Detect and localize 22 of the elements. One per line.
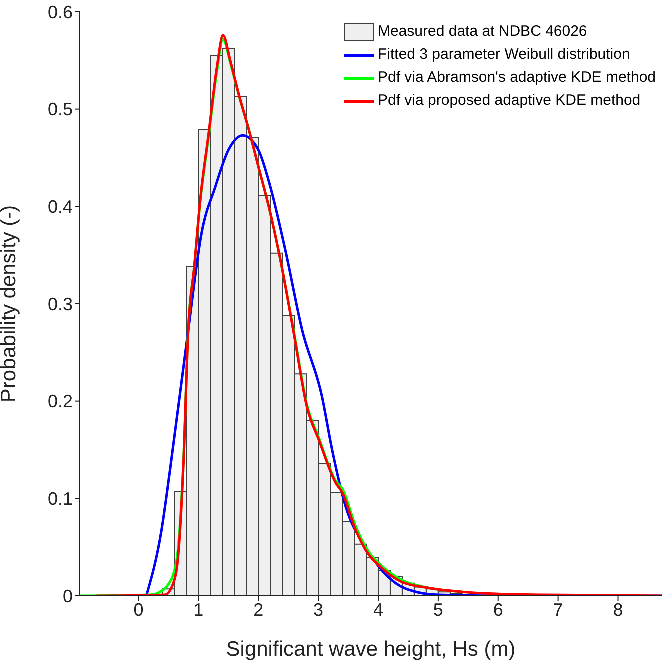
y-tick-label: 0.5 bbox=[48, 100, 73, 120]
y-tick-label: 0.3 bbox=[48, 294, 73, 314]
y-tick-label: 0.1 bbox=[48, 489, 73, 510]
x-tick-label: 7 bbox=[553, 600, 564, 620]
y-tick-label: 0.6 bbox=[48, 2, 73, 22]
x-tick-label: 1 bbox=[194, 600, 204, 620]
x-tick-label: 5 bbox=[433, 600, 444, 620]
x-tick-label: 4 bbox=[373, 600, 384, 620]
y-tick-label: 0 bbox=[62, 586, 73, 606]
x-axis-title: Significant wave height, Hs (m) bbox=[226, 638, 516, 660]
y-tick-label: 0.2 bbox=[48, 392, 73, 412]
x-tick-label: 0 bbox=[134, 600, 144, 620]
legend-label: Measured data at NDBC 46026 bbox=[378, 23, 588, 40]
x-tick-label: 2 bbox=[254, 600, 264, 620]
y-tick-label: 0.4 bbox=[48, 197, 73, 218]
legend-label: Fitted 3 parameter Weibull distribution bbox=[378, 46, 630, 63]
legend-label: Pdf via Abramson's adaptive KDE method bbox=[378, 69, 656, 86]
x-tick-label: 8 bbox=[613, 600, 624, 620]
y-axis-title: Probability density (-) bbox=[0, 205, 20, 403]
legend-label: Pdf via proposed adaptive KDE method bbox=[378, 92, 641, 109]
x-tick-label: 6 bbox=[493, 600, 504, 620]
x-tick-label: 3 bbox=[314, 600, 324, 620]
